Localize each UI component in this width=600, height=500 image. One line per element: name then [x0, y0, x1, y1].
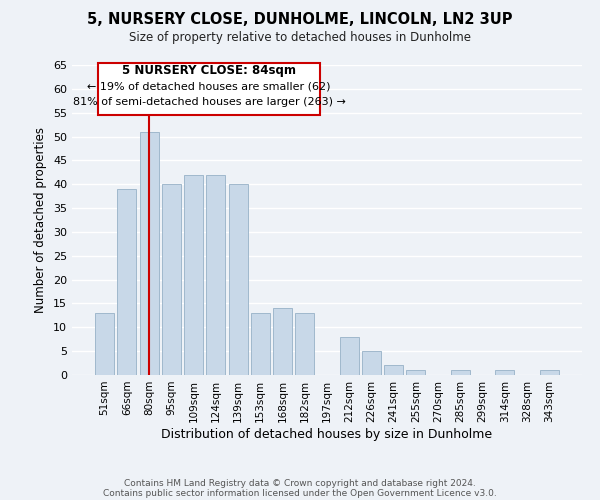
Bar [295, 313, 314, 375]
Bar [162, 184, 181, 375]
Bar [140, 132, 158, 375]
Bar [496, 370, 514, 375]
Bar [384, 366, 403, 375]
Bar [206, 174, 225, 375]
Bar [273, 308, 292, 375]
Text: 81% of semi-detached houses are larger (263) →: 81% of semi-detached houses are larger (… [73, 97, 346, 107]
Bar [229, 184, 248, 375]
Text: 5, NURSERY CLOSE, DUNHOLME, LINCOLN, LN2 3UP: 5, NURSERY CLOSE, DUNHOLME, LINCOLN, LN2… [87, 12, 513, 28]
Bar [540, 370, 559, 375]
Bar [95, 313, 114, 375]
Text: Contains public sector information licensed under the Open Government Licence v3: Contains public sector information licen… [103, 488, 497, 498]
Bar [362, 351, 381, 375]
Text: Contains HM Land Registry data © Crown copyright and database right 2024.: Contains HM Land Registry data © Crown c… [124, 478, 476, 488]
Bar [184, 174, 203, 375]
Bar [251, 313, 270, 375]
Text: 5 NURSERY CLOSE: 84sqm: 5 NURSERY CLOSE: 84sqm [122, 64, 296, 77]
Bar [340, 337, 359, 375]
X-axis label: Distribution of detached houses by size in Dunholme: Distribution of detached houses by size … [161, 428, 493, 440]
FancyBboxPatch shape [98, 62, 320, 115]
Bar [118, 189, 136, 375]
Y-axis label: Number of detached properties: Number of detached properties [34, 127, 47, 313]
Text: Size of property relative to detached houses in Dunholme: Size of property relative to detached ho… [129, 31, 471, 44]
Bar [406, 370, 425, 375]
Bar [451, 370, 470, 375]
Text: ← 19% of detached houses are smaller (62): ← 19% of detached houses are smaller (62… [88, 82, 331, 92]
